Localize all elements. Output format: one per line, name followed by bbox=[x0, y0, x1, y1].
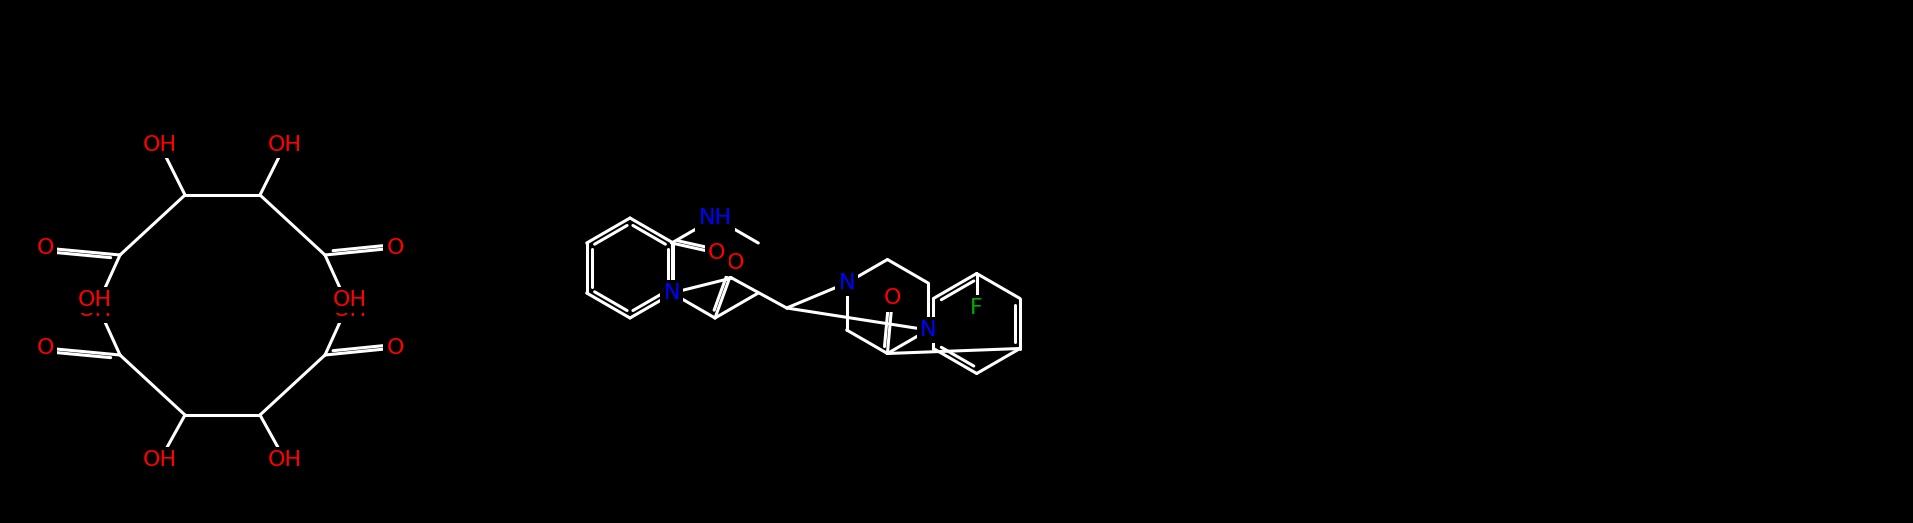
Text: O: O bbox=[708, 243, 725, 263]
Text: O: O bbox=[884, 289, 901, 309]
Text: OH: OH bbox=[268, 135, 302, 155]
Text: N: N bbox=[838, 273, 855, 293]
Text: O: O bbox=[36, 338, 54, 358]
Text: OH: OH bbox=[143, 450, 178, 470]
Text: NH: NH bbox=[698, 208, 731, 228]
Text: N: N bbox=[920, 320, 935, 340]
Text: O: O bbox=[386, 238, 404, 258]
Text: OH: OH bbox=[78, 300, 113, 320]
Text: OH: OH bbox=[143, 135, 178, 155]
Text: O: O bbox=[386, 338, 404, 358]
Text: O: O bbox=[727, 253, 744, 273]
Text: OH: OH bbox=[333, 300, 367, 320]
Text: N: N bbox=[664, 283, 679, 303]
Text: OH: OH bbox=[333, 290, 367, 310]
Text: O: O bbox=[36, 238, 54, 258]
Text: F: F bbox=[970, 299, 983, 319]
Text: OH: OH bbox=[268, 450, 302, 470]
Text: OH: OH bbox=[78, 290, 113, 310]
